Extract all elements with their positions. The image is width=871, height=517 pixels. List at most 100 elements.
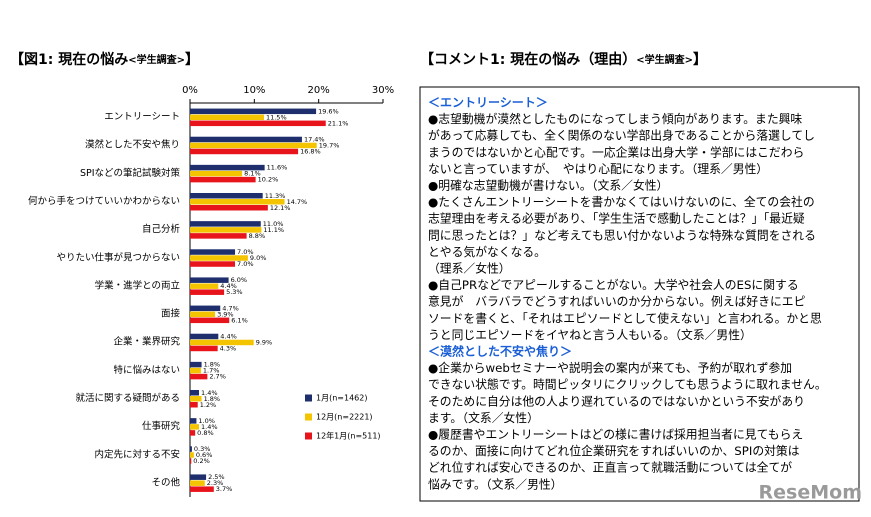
value-label: 11.5% [266, 113, 287, 121]
comment-line: ます。（文系／女性） [428, 411, 539, 425]
comment-line: 志望理由を考える必要があり、「学生生活で感動したことは？」「最近疑 [428, 212, 805, 226]
value-label: 3.9% [217, 310, 234, 318]
value-label: 1.4% [201, 389, 218, 397]
bar [190, 289, 225, 295]
chart-title: 【図1: 現在の悩み<学生調査>】 [10, 51, 199, 68]
y-tick-label: 企業・業界研究 [113, 336, 180, 348]
value-label: 1.8% [204, 361, 221, 369]
value-label: 9.0% [250, 254, 267, 262]
comment-line: どれ位すれば安心できるのか、正直言って就職活動については全てが [428, 461, 792, 475]
bar [190, 430, 196, 436]
bar [190, 277, 229, 283]
value-label: 19.7% [319, 141, 340, 149]
legend-swatch [305, 432, 312, 440]
value-label: 4.7% [222, 304, 239, 312]
bar [190, 148, 299, 155]
comment-line: うと同じエピソードをイヤねと言う人もいる。（文系／男性） [428, 328, 752, 342]
bar [190, 390, 200, 396]
comment-line: まうのではないかと心配です。一応企業は出身大学・学部にはこだわら [428, 145, 804, 159]
value-label: 6.0% [231, 276, 248, 284]
y-tick-label: SPIなどの筆記試験対策 [80, 167, 181, 179]
comment-line: とやる気がなくなる。 [428, 245, 546, 259]
bar [190, 164, 265, 171]
value-label: 16.8% [300, 147, 321, 155]
bar [190, 205, 268, 211]
bar [190, 227, 262, 233]
y-tick-label: 自己分析 [142, 223, 181, 235]
bar [190, 283, 219, 289]
value-label: 11.1% [263, 226, 284, 234]
value-label: 5.3% [226, 288, 243, 296]
x-tick-label: 20% [308, 85, 330, 96]
y-tick-label: 仕事研究 [142, 420, 181, 432]
value-label: 0.2% [193, 457, 210, 465]
bar [190, 452, 194, 458]
legend-label: 1月(n=1462) [316, 394, 367, 403]
x-tick-label: 30% [372, 85, 394, 96]
comment-line: ●志望動機が漠然としたものになってしまう傾向があります。また興味 [428, 112, 802, 126]
bar [190, 486, 214, 492]
value-label: 17.4% [304, 135, 325, 143]
bar [190, 176, 256, 183]
bar [190, 108, 317, 115]
bar [190, 311, 216, 318]
comment-title: 【コメント1: 現在の悩み（理由）<学生調査>】 [420, 51, 707, 68]
comment-line: 意見が バラバラでどうすればいいのか分からない。例えば好きにエピ [428, 295, 806, 309]
bar [190, 373, 208, 380]
value-label: 10.2% [258, 176, 279, 184]
bar [190, 255, 248, 261]
value-label: 12.1% [270, 204, 291, 212]
bar [190, 317, 230, 324]
value-label: 11.6% [267, 164, 288, 172]
bar [190, 305, 221, 312]
bar [190, 424, 200, 430]
comment-line: 問に思ったとは？」など考えても思い付かないような特殊な質問をされる [428, 228, 816, 242]
value-label: 3.7% [216, 485, 233, 493]
y-tick-label: やりたい仕事が見つからない [56, 251, 180, 263]
y-tick-label: 特に悩みはない [113, 364, 180, 376]
bar [190, 418, 197, 424]
comment-line: 悩みです。（文系／男性） [428, 477, 562, 491]
value-label: 19.6% [318, 107, 339, 115]
value-label: 0.6% [196, 451, 213, 459]
y-tick-label: 面接 [161, 308, 181, 320]
bar [190, 367, 201, 374]
value-label: 11.3% [265, 192, 286, 200]
bar [190, 361, 202, 368]
comment-box [419, 86, 860, 502]
comment-line: ●明確な志望動機が書けない。（文系／女性） [428, 179, 668, 193]
comment-line: があって応募しても、全く関係のない学部出身であることから落選してし [428, 129, 815, 143]
bar [190, 249, 236, 255]
value-label: 1.7% [203, 367, 220, 375]
bar [190, 333, 219, 340]
x-tick-label: 0% [182, 85, 198, 96]
bar [190, 402, 198, 408]
comment-heading: ＜エントリーシート＞ [428, 96, 548, 110]
comment-heading: ＜漠然とした不安や焦り＞ [428, 344, 572, 359]
comment-line: ないと言っていますが、 やはり心配になります。（理系／男性） [428, 162, 768, 176]
value-label: 1.8% [204, 395, 221, 403]
watermark: ReseMom [759, 482, 862, 504]
comment-line: ソードを書くと、「それはエピソードとして使えない」と言われる。かと思 [428, 311, 822, 325]
value-label: 0.8% [197, 429, 214, 437]
comment-line: できない状態です。時間ピッタリにクリックしても思うように取れません。 [428, 378, 827, 392]
bar [190, 136, 302, 143]
value-label: 11.0% [263, 220, 284, 228]
comment-line: ●履歴書やエントリーシートはどの様に書けば採用担当者に見てもらえ [428, 428, 803, 442]
y-tick-label: エントリーシート [104, 112, 180, 123]
bar [190, 170, 243, 177]
value-label: 2.3% [207, 479, 224, 487]
bar [190, 114, 264, 121]
value-label: 1.4% [201, 423, 218, 431]
value-label: 6.1% [231, 316, 248, 324]
value-label: 2.5% [208, 473, 225, 481]
y-tick-label: 内定先に対する不安 [94, 448, 180, 460]
value-label: 8.8% [249, 232, 266, 240]
value-label: 21.1% [328, 119, 349, 127]
value-label: 1.0% [198, 417, 215, 425]
legend-label: 12月(n=2221) [316, 413, 373, 422]
value-label: 0.3% [194, 445, 211, 453]
comment-line: ●企業からwebセミナーや説明会の案内が来ても、予約が取れず参加 [428, 361, 792, 375]
bar [190, 142, 317, 149]
comment-line: （理系／女性） [428, 262, 511, 276]
